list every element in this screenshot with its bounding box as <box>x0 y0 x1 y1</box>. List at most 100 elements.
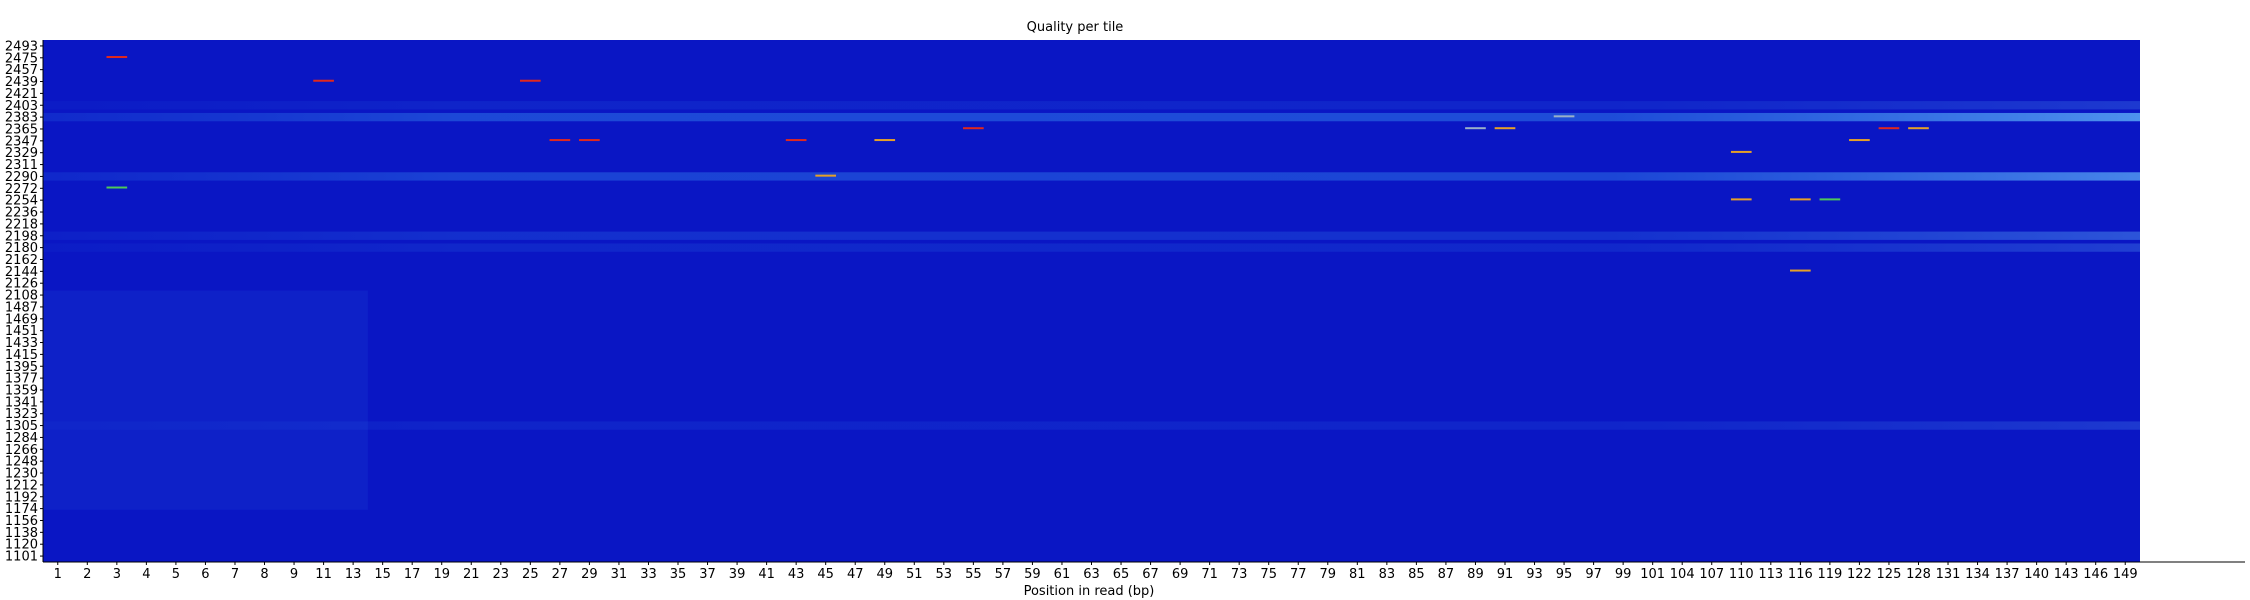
y-tick-label: 1359 <box>5 383 38 398</box>
x-tick-label: 85 <box>1408 567 1425 582</box>
x-tick-label: 128 <box>1906 567 1931 582</box>
x-tick-label: 104 <box>1670 567 1695 582</box>
x-axis: 1 2 3 4 5 6 7 8 9 11 13 15 17 19 21 23 25 27 29 31 33 35 37 39 4… <box>43 561 2245 582</box>
y-tick-label: 2329 <box>5 146 38 161</box>
x-tick-label: 23 <box>493 567 510 582</box>
x-tick-label: 37 <box>699 567 716 582</box>
y-tick-label: 1395 <box>5 360 38 375</box>
x-tick-label: 15 <box>374 567 391 582</box>
y-tick-label: 2347 <box>5 134 38 149</box>
heatmap-highlight-cell <box>549 139 571 142</box>
heatmap-highlight-cell <box>785 139 807 142</box>
y-tick-label: 1469 <box>5 312 38 327</box>
heatmap-band <box>43 101 2140 110</box>
x-tick-label: 35 <box>670 567 687 582</box>
x-tick-label: 77 <box>1290 567 1307 582</box>
y-tick-label: 2144 <box>5 265 38 280</box>
x-tick-label: 41 <box>758 567 775 582</box>
heatmap-band <box>43 172 2140 181</box>
y-tick-label: 2218 <box>5 217 38 232</box>
y-tick-label: 2162 <box>5 253 38 268</box>
x-tick-label: 137 <box>1995 567 2020 582</box>
heatmap-highlight-cell <box>1465 127 1486 130</box>
y-tick-label: 2236 <box>5 206 38 221</box>
x-tick-label: 83 <box>1379 567 1396 582</box>
y-tick-label: 2180 <box>5 241 38 256</box>
x-tick-label: 101 <box>1640 567 1665 582</box>
heatmap-highlight-cell <box>1908 127 1929 130</box>
y-tick-label: 1138 <box>5 526 38 541</box>
y-tick-label: 2108 <box>5 289 38 304</box>
x-tick-label: 11 <box>315 567 332 582</box>
x-tick-label: 97 <box>1585 567 1602 582</box>
y-tick-label: 1192 <box>5 490 38 505</box>
x-tick-label: 17 <box>404 567 421 582</box>
heatmap-highlight-cell <box>1819 198 1841 201</box>
heatmap-highlight-cell <box>1790 269 1811 272</box>
y-axis: 2493247524572439242124032383236523472329… <box>5 39 44 565</box>
y-tick-label: 1377 <box>5 372 38 387</box>
x-tick-label: 65 <box>1113 567 1130 582</box>
y-tick-label: 2365 <box>5 122 38 137</box>
y-tick-label: 2254 <box>5 194 38 209</box>
x-tick-label: 13 <box>345 567 362 582</box>
x-tick-label: 29 <box>581 567 598 582</box>
x-tick-label: 89 <box>1467 567 1484 582</box>
x-tick-label: 140 <box>2024 567 2049 582</box>
x-tick-label: 63 <box>1083 567 1100 582</box>
heatmap-background <box>43 40 2140 562</box>
x-tick-label: 25 <box>522 567 539 582</box>
y-tick-label: 2475 <box>5 51 38 66</box>
x-tick-label: 73 <box>1231 567 1248 582</box>
x-tick-label: 61 <box>1054 567 1071 582</box>
x-tick-label: 149 <box>2113 567 2138 582</box>
x-tick-label: 27 <box>552 567 569 582</box>
y-tick-label: 2126 <box>5 277 38 292</box>
y-tick-label: 1248 <box>5 455 38 470</box>
x-tick-label: 53 <box>936 567 953 582</box>
x-tick-label: 59 <box>1024 567 1041 582</box>
x-tick-label: 69 <box>1172 567 1189 582</box>
y-tick-label: 2421 <box>5 87 38 102</box>
x-tick-label: 1 <box>54 567 62 582</box>
heatmap-band <box>43 231 2140 240</box>
y-tick-label: 1120 <box>5 538 38 553</box>
x-tick-label: 31 <box>611 567 628 582</box>
x-tick-label: 2 <box>83 567 91 582</box>
heatmap-highlight-cell <box>815 174 837 177</box>
heatmap-band <box>43 243 2140 252</box>
x-tick-label: 55 <box>965 567 982 582</box>
heatmap-left-texture <box>43 290 368 510</box>
x-tick-label: 19 <box>433 567 450 582</box>
y-tick-label: 2439 <box>5 75 38 90</box>
heatmap-highlight-cell <box>1790 198 1811 201</box>
x-tick-label: 110 <box>1729 567 1754 582</box>
y-tick-label: 1156 <box>5 514 38 529</box>
heatmap-area <box>43 40 2140 562</box>
x-tick-label: 3 <box>113 567 121 582</box>
y-tick-label: 1415 <box>5 348 38 363</box>
x-tick-label: 116 <box>1788 567 1813 582</box>
x-tick-label: 5 <box>172 567 180 582</box>
chart-title: Quality per tile <box>1027 20 1124 35</box>
y-tick-label: 2403 <box>5 99 38 114</box>
x-tick-label: 57 <box>995 567 1012 582</box>
heatmap-highlight-cell <box>519 79 541 82</box>
y-tick-label: 2457 <box>5 63 38 78</box>
x-tick-label: 33 <box>640 567 657 582</box>
y-tick-label: 2272 <box>5 182 38 197</box>
x-tick-label: 107 <box>1699 567 1724 582</box>
x-tick-label: 75 <box>1260 567 1277 582</box>
x-tick-label: 131 <box>1936 567 1961 582</box>
y-tick-label: 1451 <box>5 324 38 339</box>
y-tick-label: 1323 <box>5 407 38 422</box>
heatmap-highlight-cell <box>963 127 984 130</box>
x-tick-label: 125 <box>1877 567 1902 582</box>
heatmap-highlight-cell <box>874 139 896 142</box>
x-tick-label: 6 <box>201 567 209 582</box>
y-tick-label: 1230 <box>5 467 38 482</box>
y-tick-label: 1212 <box>5 478 38 493</box>
x-tick-label: 39 <box>729 567 746 582</box>
x-tick-label: 4 <box>142 567 150 582</box>
